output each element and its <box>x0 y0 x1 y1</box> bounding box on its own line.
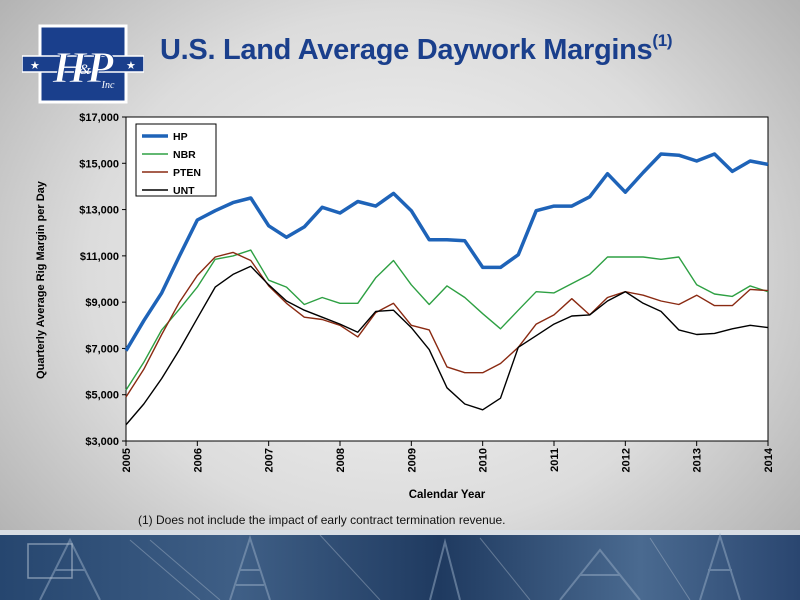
series-line-nbr <box>125 249 769 391</box>
hp-logo: ★ ★ HP & Inc <box>22 24 144 104</box>
y-tick-label: $3,000 <box>85 436 119 448</box>
legend-label-unt: UNT <box>173 185 195 197</box>
x-tick-label: 2012 <box>620 448 632 472</box>
x-tick-label: 2014 <box>763 447 775 472</box>
title-footnote-mark: (1) <box>652 31 673 50</box>
svg-text:HP: HP <box>51 43 114 92</box>
x-tick-label: 2007 <box>264 448 276 472</box>
legend: HP NBR PTEN UNT <box>135 123 217 197</box>
line-chart: $3,000 $5,000 $7,000 $9,000 $11,000 $13,000 $1… <box>35 112 775 501</box>
svg-text:&: & <box>79 62 91 78</box>
x-tick-label: 2009 <box>406 448 418 472</box>
series-lines <box>124 152 769 426</box>
footnote: (1) Does not include the impact of early… <box>138 513 506 527</box>
y-tick-label: $11,000 <box>80 251 119 263</box>
y-axis: $3,000 $5,000 $7,000 $9,000 $11,000 $13,000 $1… <box>79 112 126 448</box>
y-tick-label: $15,000 <box>79 158 119 170</box>
y-tick-label: $17,000 <box>79 112 119 124</box>
series-line-hp <box>124 152 769 352</box>
series-line-pten <box>125 251 769 398</box>
svg-text:★: ★ <box>30 59 40 72</box>
y-tick-label: $5,000 <box>85 390 119 402</box>
series-line-unt <box>125 265 769 426</box>
y-tick-label: $9,000 <box>85 297 119 309</box>
x-tick-label: 2013 <box>692 448 704 472</box>
svg-text:Inc: Inc <box>101 80 115 91</box>
legend-label-pten: PTEN <box>173 167 201 179</box>
y-axis-title: Quarterly Average Rig Margin per Day <box>35 180 47 379</box>
y-tick-label: $7,000 <box>85 343 119 355</box>
legend-label-hp: HP <box>173 131 188 143</box>
x-axis: 2005 2006 2007 2008 2009 2010 2011 2012 2013 2014 <box>121 441 775 472</box>
x-tick-label: 2010 <box>478 448 490 472</box>
plot-area <box>125 116 769 442</box>
x-tick-label: 2008 <box>335 448 347 472</box>
svg-text:★: ★ <box>126 59 136 72</box>
x-tick-label: 2006 <box>192 448 204 472</box>
legend-label-nbr: NBR <box>173 149 196 161</box>
page-title: U.S. Land Average Daywork Margins(1) <box>160 31 673 66</box>
y-tick-label: $13,000 <box>79 205 119 217</box>
x-axis-title: Calendar Year <box>409 489 486 501</box>
x-tick-label: 2011 <box>549 448 561 472</box>
rig-photo-band <box>0 530 800 600</box>
x-tick-label: 2005 <box>121 448 133 472</box>
